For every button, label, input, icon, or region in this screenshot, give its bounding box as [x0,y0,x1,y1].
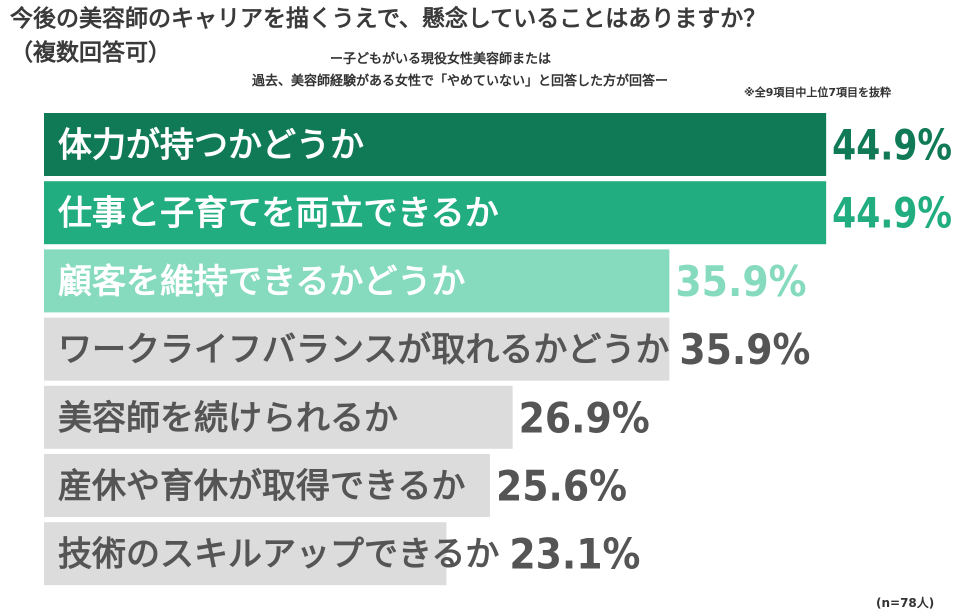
value-label-5: 26.9% [519,393,650,442]
bar-5 [44,385,513,449]
bar-6 [44,454,490,517]
bar-label-4: ワークライフバランスが取れるかどうか [58,330,669,370]
selection-note: ※全9項目中上位7項目を抜粋 [744,86,892,99]
bar-7 [44,522,447,586]
value-label-3: 35.9% [675,257,806,306]
value-label-1: 44.9% [832,121,952,170]
value-label-7: 23.1% [509,530,640,579]
value-label-2: 44.9% [832,189,952,238]
bar-label-3: 顧客を維持できるかどうか [58,262,465,302]
value-label-4: 35.9% [679,325,810,374]
bar-label-5: 美容師を続けられるか [58,398,398,438]
bar-1 [44,113,827,176]
chart-title-note: （複数回答可） [10,40,171,66]
chart-title: 今後の美容師のキャリアを描くうえで、懸念していることはありますか？ [10,6,767,32]
sample-size-note: (n=78人) [876,596,935,610]
chart-subtitle-line1: ー子どもがいる現役女性美容師または [330,52,552,67]
bar-label-2: 仕事と子育てを両立できるか [58,194,499,234]
bar-3 [44,249,670,313]
bar-4 [44,317,670,381]
chart-subtitle-line2: 過去、美容師経験がある女性で「やめていない」と回答した方が回答ー [252,74,669,89]
value-label-6: 25.6% [496,462,627,511]
bar-label-7: 技術のスキルアップできるか [58,535,499,575]
bar-label-1: 体力が持つかどうか [58,126,364,166]
bar-2 [44,181,827,245]
bar-label-6: 産休や育休が取得できるか [58,467,465,507]
